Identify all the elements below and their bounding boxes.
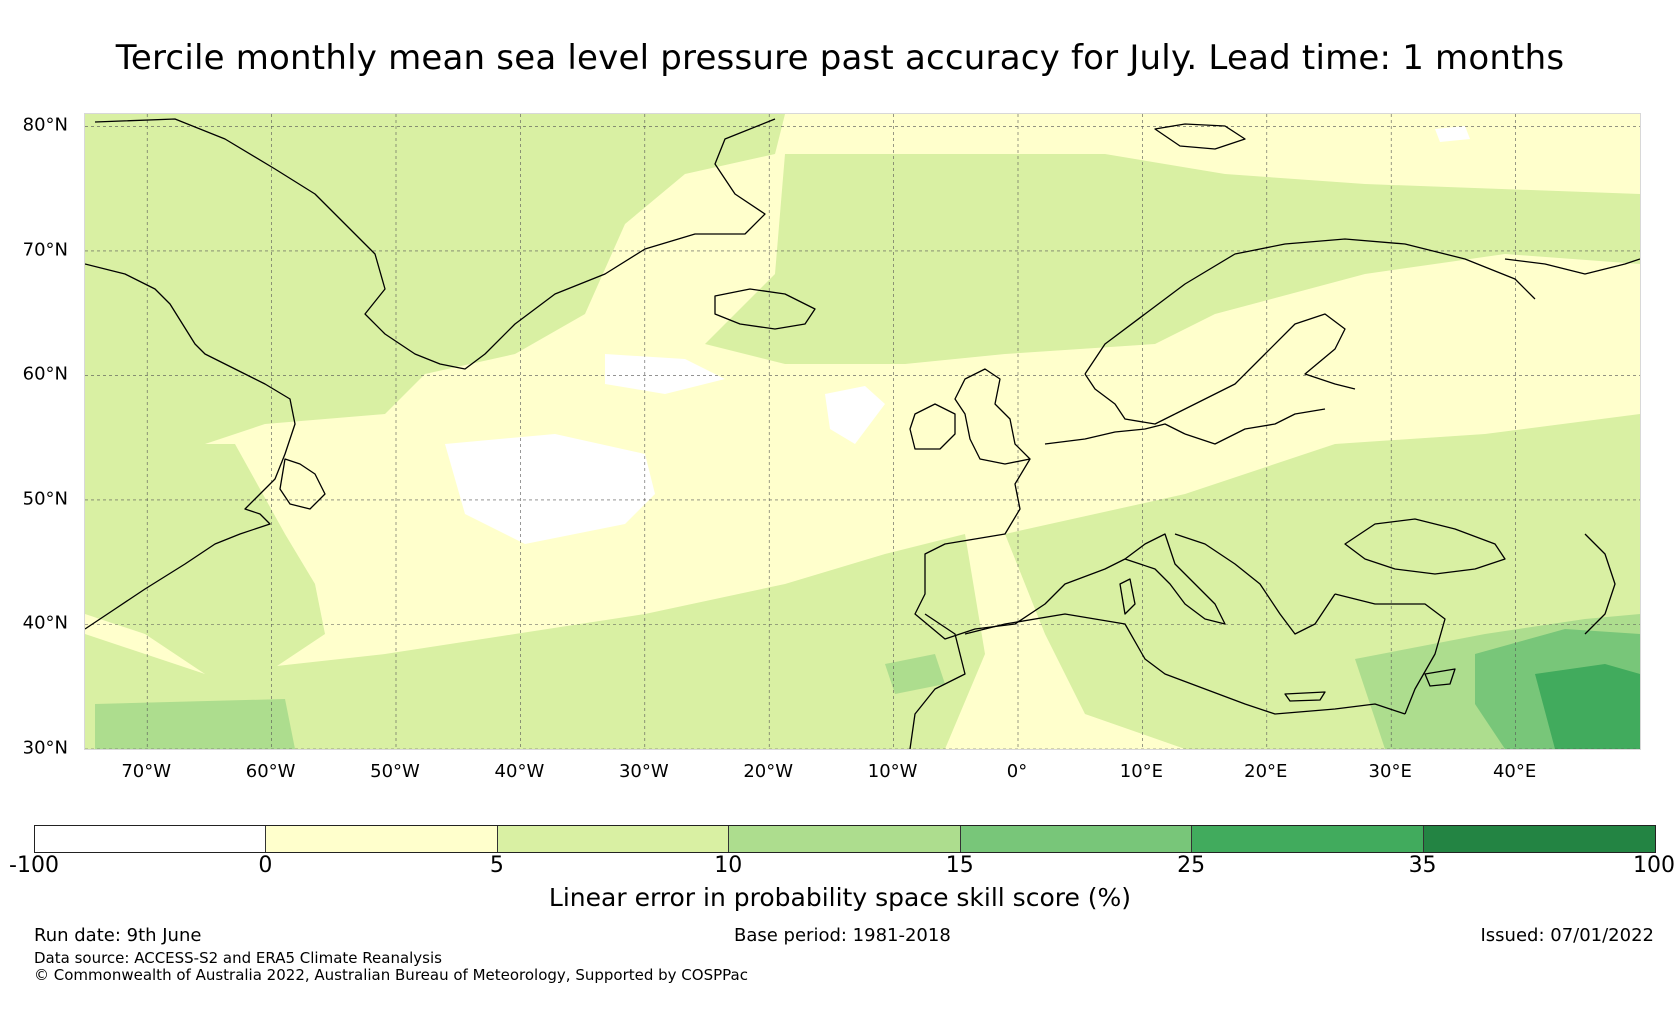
coast-france-iberia xyxy=(914,458,1126,640)
map-canvas xyxy=(85,114,1640,749)
base-period: Base period: 1981-2018 xyxy=(734,925,951,946)
lon-label: 20°E xyxy=(1244,761,1288,782)
colorbar-tick: 0 xyxy=(258,853,273,878)
coast-crete xyxy=(1284,691,1326,702)
lat-label: 50°N xyxy=(22,488,68,510)
region-subtropical-atlantic xyxy=(85,534,985,749)
colorbar-segment xyxy=(729,826,961,852)
region-atlantic-patch xyxy=(885,654,945,694)
lon-label: 30°E xyxy=(1368,761,1412,782)
region-negative-sval xyxy=(1435,126,1470,142)
lat-label: 80°N xyxy=(22,114,68,136)
coast-black-sea xyxy=(1344,518,1506,575)
lat-label: 30°N xyxy=(22,737,68,759)
coast-sardinia xyxy=(1119,578,1136,615)
lon-label: 40°W xyxy=(494,761,545,782)
copyright: © Commonwealth of Australia 2022, Austra… xyxy=(34,966,748,984)
coast-norway xyxy=(1084,238,1536,375)
colorbar-segment xyxy=(497,826,730,852)
coast-russia-north xyxy=(1504,258,1640,275)
region-norwegian-sea xyxy=(705,154,1640,364)
region-mideast-25 xyxy=(1535,664,1640,749)
colorbar-tick: -100 xyxy=(9,853,59,878)
colorbar-tick: 5 xyxy=(489,853,504,878)
region-sw-patch xyxy=(95,699,295,749)
coast-newfoundland xyxy=(279,458,326,510)
colorbar xyxy=(34,825,1656,853)
colorbar-segment xyxy=(266,826,498,852)
coast-north-america xyxy=(85,263,296,630)
coast-north-africa xyxy=(909,613,966,749)
lon-label: 40°E xyxy=(1492,761,1537,782)
lon-label: 70°W xyxy=(121,761,172,782)
colorbar-tick: 25 xyxy=(1177,853,1206,878)
coast-iceland xyxy=(714,288,816,330)
colorbar-tick: 10 xyxy=(714,853,743,878)
coast-sweden-baltic xyxy=(1174,313,1356,415)
coast-europe-west xyxy=(1044,423,1186,445)
skill-regions xyxy=(85,114,1640,749)
lat-label: 40°N xyxy=(22,612,68,634)
coast-svalbard xyxy=(1154,123,1246,150)
region-labrador xyxy=(85,444,325,674)
region-negative-north xyxy=(605,354,725,394)
lat-label: 60°N xyxy=(22,363,68,385)
colorbar-tick: 100 xyxy=(1633,853,1675,878)
lon-label: 20°W xyxy=(743,761,794,782)
colorbar-tick: 35 xyxy=(1408,853,1437,878)
coast-norway-south xyxy=(1084,373,1176,425)
lon-label: 60°W xyxy=(245,761,296,782)
coast-turkey-levant xyxy=(1334,593,1446,715)
lon-label: 10°W xyxy=(867,761,918,782)
run-date: Run date: 9th June xyxy=(34,925,202,946)
lon-label: 10°E xyxy=(1119,761,1164,782)
colorbar-label: Linear error in probability space skill … xyxy=(548,883,1132,912)
lon-label: 30°W xyxy=(618,761,669,782)
coast-cyprus xyxy=(1424,668,1456,687)
region-negative-central xyxy=(445,434,655,544)
coast-baltic-east xyxy=(1184,408,1326,445)
map-title: Tercile monthly mean sea level pressure … xyxy=(115,38,1565,78)
coast-ireland xyxy=(909,403,956,450)
coast-maghreb-libya xyxy=(964,613,1406,715)
lon-label: 0° xyxy=(1006,761,1028,782)
skill-score-map[interactable] xyxy=(84,113,1641,750)
colorbar-segment xyxy=(1423,826,1655,852)
colorbar-segment xyxy=(35,826,267,852)
coast-balkans-greece xyxy=(1174,533,1336,635)
coast-caspian xyxy=(1584,533,1616,635)
coast-italy xyxy=(1124,533,1226,625)
lon-label: 50°W xyxy=(370,761,420,782)
lat-label: 70°N xyxy=(22,239,68,261)
region-greenland-band xyxy=(85,114,785,444)
region-negative-uk xyxy=(825,386,885,444)
data-source: Data source: ACCESS-S2 and ERA5 Climate … xyxy=(34,949,442,967)
coastlines xyxy=(85,118,1640,749)
coast-greenland xyxy=(94,118,776,370)
coast-britain xyxy=(954,368,1031,465)
colorbar-segment xyxy=(1192,826,1424,852)
colorbar-tick: 15 xyxy=(945,853,974,878)
colorbar-segment xyxy=(960,826,1193,852)
issued-date: Issued: 07/01/2022 xyxy=(1480,925,1654,946)
graticule xyxy=(85,114,1640,749)
